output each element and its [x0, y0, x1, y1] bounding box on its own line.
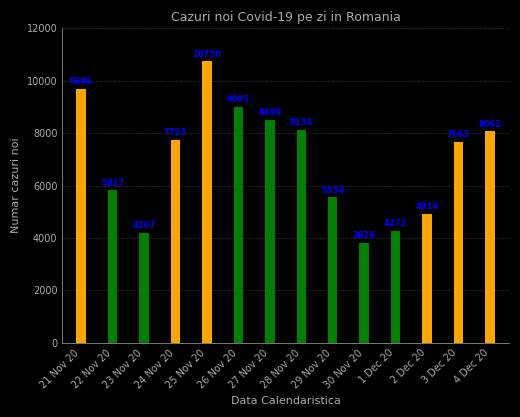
Text: 8134: 8134 [290, 118, 313, 127]
Bar [296, 130, 306, 343]
Text: 4916: 4916 [415, 202, 439, 211]
Bar [171, 140, 180, 343]
Text: 8499: 8499 [258, 108, 281, 117]
Text: 8062: 8062 [478, 120, 502, 129]
Bar [359, 243, 369, 343]
Text: 7753: 7753 [164, 128, 187, 137]
Text: 5554: 5554 [321, 186, 345, 195]
Bar [108, 190, 118, 343]
Bar [328, 197, 337, 343]
Text: 4272: 4272 [384, 219, 407, 228]
Bar [265, 120, 275, 343]
Bar [422, 214, 432, 343]
Bar [76, 89, 86, 343]
Y-axis label: Numar cazuri noi: Numar cazuri noi [11, 138, 21, 234]
Text: 9686: 9686 [70, 77, 93, 86]
Bar [202, 61, 212, 343]
Text: 3826: 3826 [353, 231, 376, 240]
X-axis label: Data Calendaristica: Data Calendaristica [231, 396, 341, 406]
Text: 5817: 5817 [101, 179, 124, 188]
Bar [233, 107, 243, 343]
Bar [391, 231, 400, 343]
Bar [454, 142, 463, 343]
Text: 9005: 9005 [227, 95, 250, 104]
Text: 10730: 10730 [192, 50, 222, 59]
Bar [139, 233, 149, 343]
Text: 4207: 4207 [133, 221, 155, 230]
Title: Cazuri noi Covid-19 pe zi in Romania: Cazuri noi Covid-19 pe zi in Romania [171, 11, 400, 24]
Bar [485, 131, 495, 343]
Text: 7661: 7661 [447, 130, 470, 139]
